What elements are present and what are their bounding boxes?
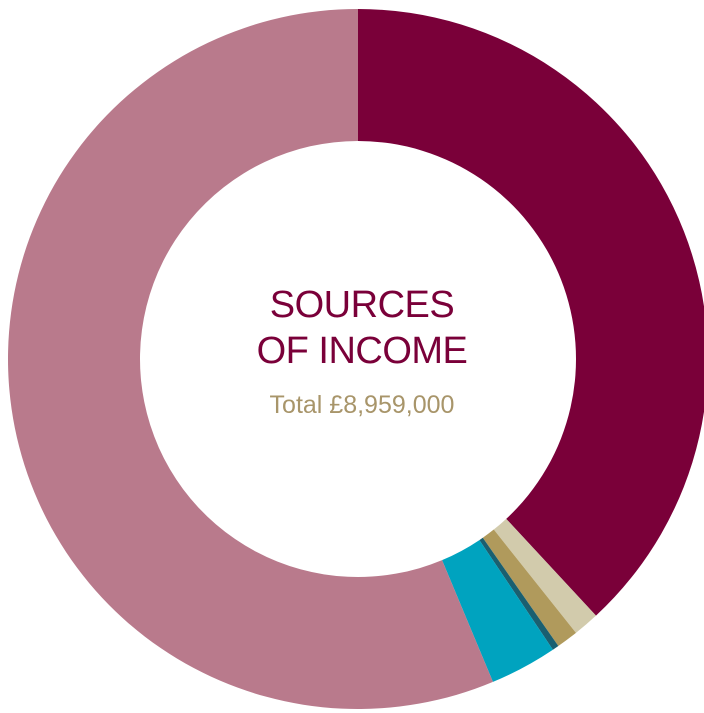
donut-slice-1 [358, 9, 704, 616]
chart-title-line-1: SOURCES [269, 284, 455, 326]
donut-slice-2 [493, 518, 596, 633]
donut-slice-4 [479, 537, 559, 650]
chart-title-line-2: OF INCOME [256, 330, 468, 372]
chart-center-label: SOURCES OF INCOME Total £8,959,000 [182, 282, 542, 422]
donut-slice-3 [482, 529, 576, 646]
chart-title: SOURCES OF INCOME [182, 282, 542, 374]
donut-slice-6 [8, 9, 493, 709]
donut-slice-5 [442, 540, 553, 682]
donut-slices [8, 9, 704, 709]
chart-total: Total £8,959,000 [269, 391, 455, 419]
